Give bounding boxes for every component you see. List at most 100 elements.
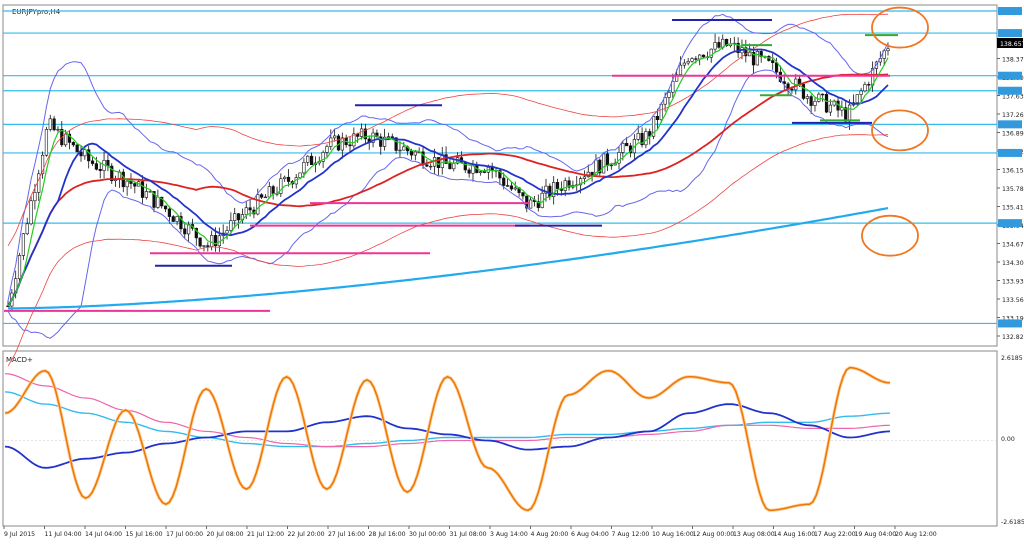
candle-body: [75, 144, 79, 153]
candle-body: [567, 180, 571, 188]
candle-body: [548, 185, 552, 197]
candle-body: [690, 58, 694, 62]
candle-body: [125, 180, 129, 188]
macd-cyan-line: [4, 391, 890, 448]
candle-body: [340, 137, 344, 151]
time-tick-label: 6 Aug 04:00: [571, 531, 609, 538]
candle-body: [552, 182, 556, 197]
time-tick-label: 30 Jul 00:00: [409, 531, 446, 538]
candle-body: [260, 194, 264, 198]
candle-body: [644, 131, 648, 146]
candle-body: [336, 135, 341, 151]
current-price-box: [997, 38, 1023, 48]
price-tick-label: 138.371: [1002, 57, 1024, 64]
time-tick-label: 7 Aug 12:00: [612, 531, 650, 538]
candle-body: [409, 150, 414, 156]
level-price-tag: [998, 148, 1022, 157]
candle-body: [659, 103, 663, 121]
candle-body: [152, 191, 156, 208]
candle-body: [279, 178, 283, 194]
indicator-frame: [2, 350, 998, 527]
candle-body: [513, 187, 517, 190]
candle-body: [229, 220, 233, 231]
envelope-upper: [7, 13, 889, 247]
candle-body: [651, 115, 656, 137]
candle-body: [859, 90, 863, 95]
price-tick-label: 133.931: [1002, 279, 1024, 286]
candle-body: [725, 38, 729, 47]
candle-body: [25, 223, 29, 235]
candle-body: [809, 96, 813, 106]
candle-body: [194, 227, 198, 239]
candle-body: [98, 168, 102, 171]
candle-body: [87, 149, 91, 162]
candle-body: [694, 58, 698, 60]
candle-body: [463, 161, 467, 171]
candle-body: [148, 191, 152, 193]
price-tick-label: 135.411: [1002, 205, 1024, 212]
candle-body: [498, 170, 502, 179]
candle-body: [398, 149, 402, 152]
time-tick-label: 17 Aug 22:00: [814, 531, 856, 538]
candle-body: [667, 91, 671, 98]
price-tick-label: 134.671: [1002, 242, 1024, 249]
candle-body: [701, 54, 706, 58]
time-tick-label: 20 Jul 08:00: [207, 531, 244, 538]
candle-body: [636, 132, 640, 140]
candle-body: [79, 151, 83, 157]
candle-body: [602, 153, 606, 174]
candle-body: [17, 255, 22, 279]
candle-body: [828, 104, 832, 113]
candle-body: [33, 192, 37, 202]
main-chart-frame: [2, 4, 998, 347]
candle-body: [555, 182, 560, 189]
candle-body: [167, 208, 171, 217]
candle-body: [271, 186, 275, 194]
price-tick-label: 137.261: [1002, 112, 1024, 119]
candle-body: [206, 245, 210, 247]
candle-body: [594, 159, 598, 176]
candle-body: [709, 48, 713, 58]
bollinger-lower: [7, 69, 889, 339]
candle-body: [663, 97, 667, 105]
candle-body: [90, 160, 95, 164]
candle-body: [52, 118, 56, 131]
price-tick-label: 132.821: [1002, 334, 1024, 341]
indicator-tick-label: -2.6185: [1001, 519, 1024, 526]
symbol-title: EURJPYpro,H4: [12, 8, 61, 16]
candle-body: [736, 42, 740, 54]
candle-body: [29, 200, 33, 225]
level-price-tag: [998, 319, 1022, 328]
level-price-tag: [998, 71, 1022, 80]
candle-body: [413, 151, 417, 156]
candle-body: [333, 135, 337, 139]
highlight-circle: [871, 6, 929, 49]
indicator-tick-label: 0.00: [1001, 436, 1015, 443]
candle-body: [64, 133, 68, 146]
highlight-circle: [871, 109, 929, 152]
level-price-tag: [998, 7, 1022, 16]
candle-body: [502, 177, 506, 186]
time-tick-label: 17 Jul 00:00: [166, 531, 203, 538]
candle-body: [394, 137, 398, 151]
price-tick-label: 134.301: [1002, 260, 1024, 267]
candle-body: [801, 84, 806, 99]
candle-body: [133, 183, 137, 187]
candle-body: [844, 107, 848, 122]
candle-body: [609, 164, 613, 167]
time-tick-label: 21 Jul 12:00: [247, 531, 284, 538]
candle-body: [21, 233, 25, 256]
candle-body: [805, 96, 809, 99]
time-tick-label: 13 Aug 08:00: [733, 531, 775, 538]
candle-body: [751, 52, 756, 66]
price-tick-label: 133.191: [1002, 316, 1024, 323]
fast-moving-average: [7, 43, 889, 307]
macd-signal-line: [4, 403, 891, 469]
candle-body: [867, 84, 871, 86]
candle-body: [286, 176, 291, 182]
main-price-chart: [3, 6, 997, 367]
candle-body: [686, 60, 690, 64]
candle-body: [363, 128, 367, 140]
candle-body: [521, 192, 525, 197]
candle-body: [698, 54, 702, 60]
